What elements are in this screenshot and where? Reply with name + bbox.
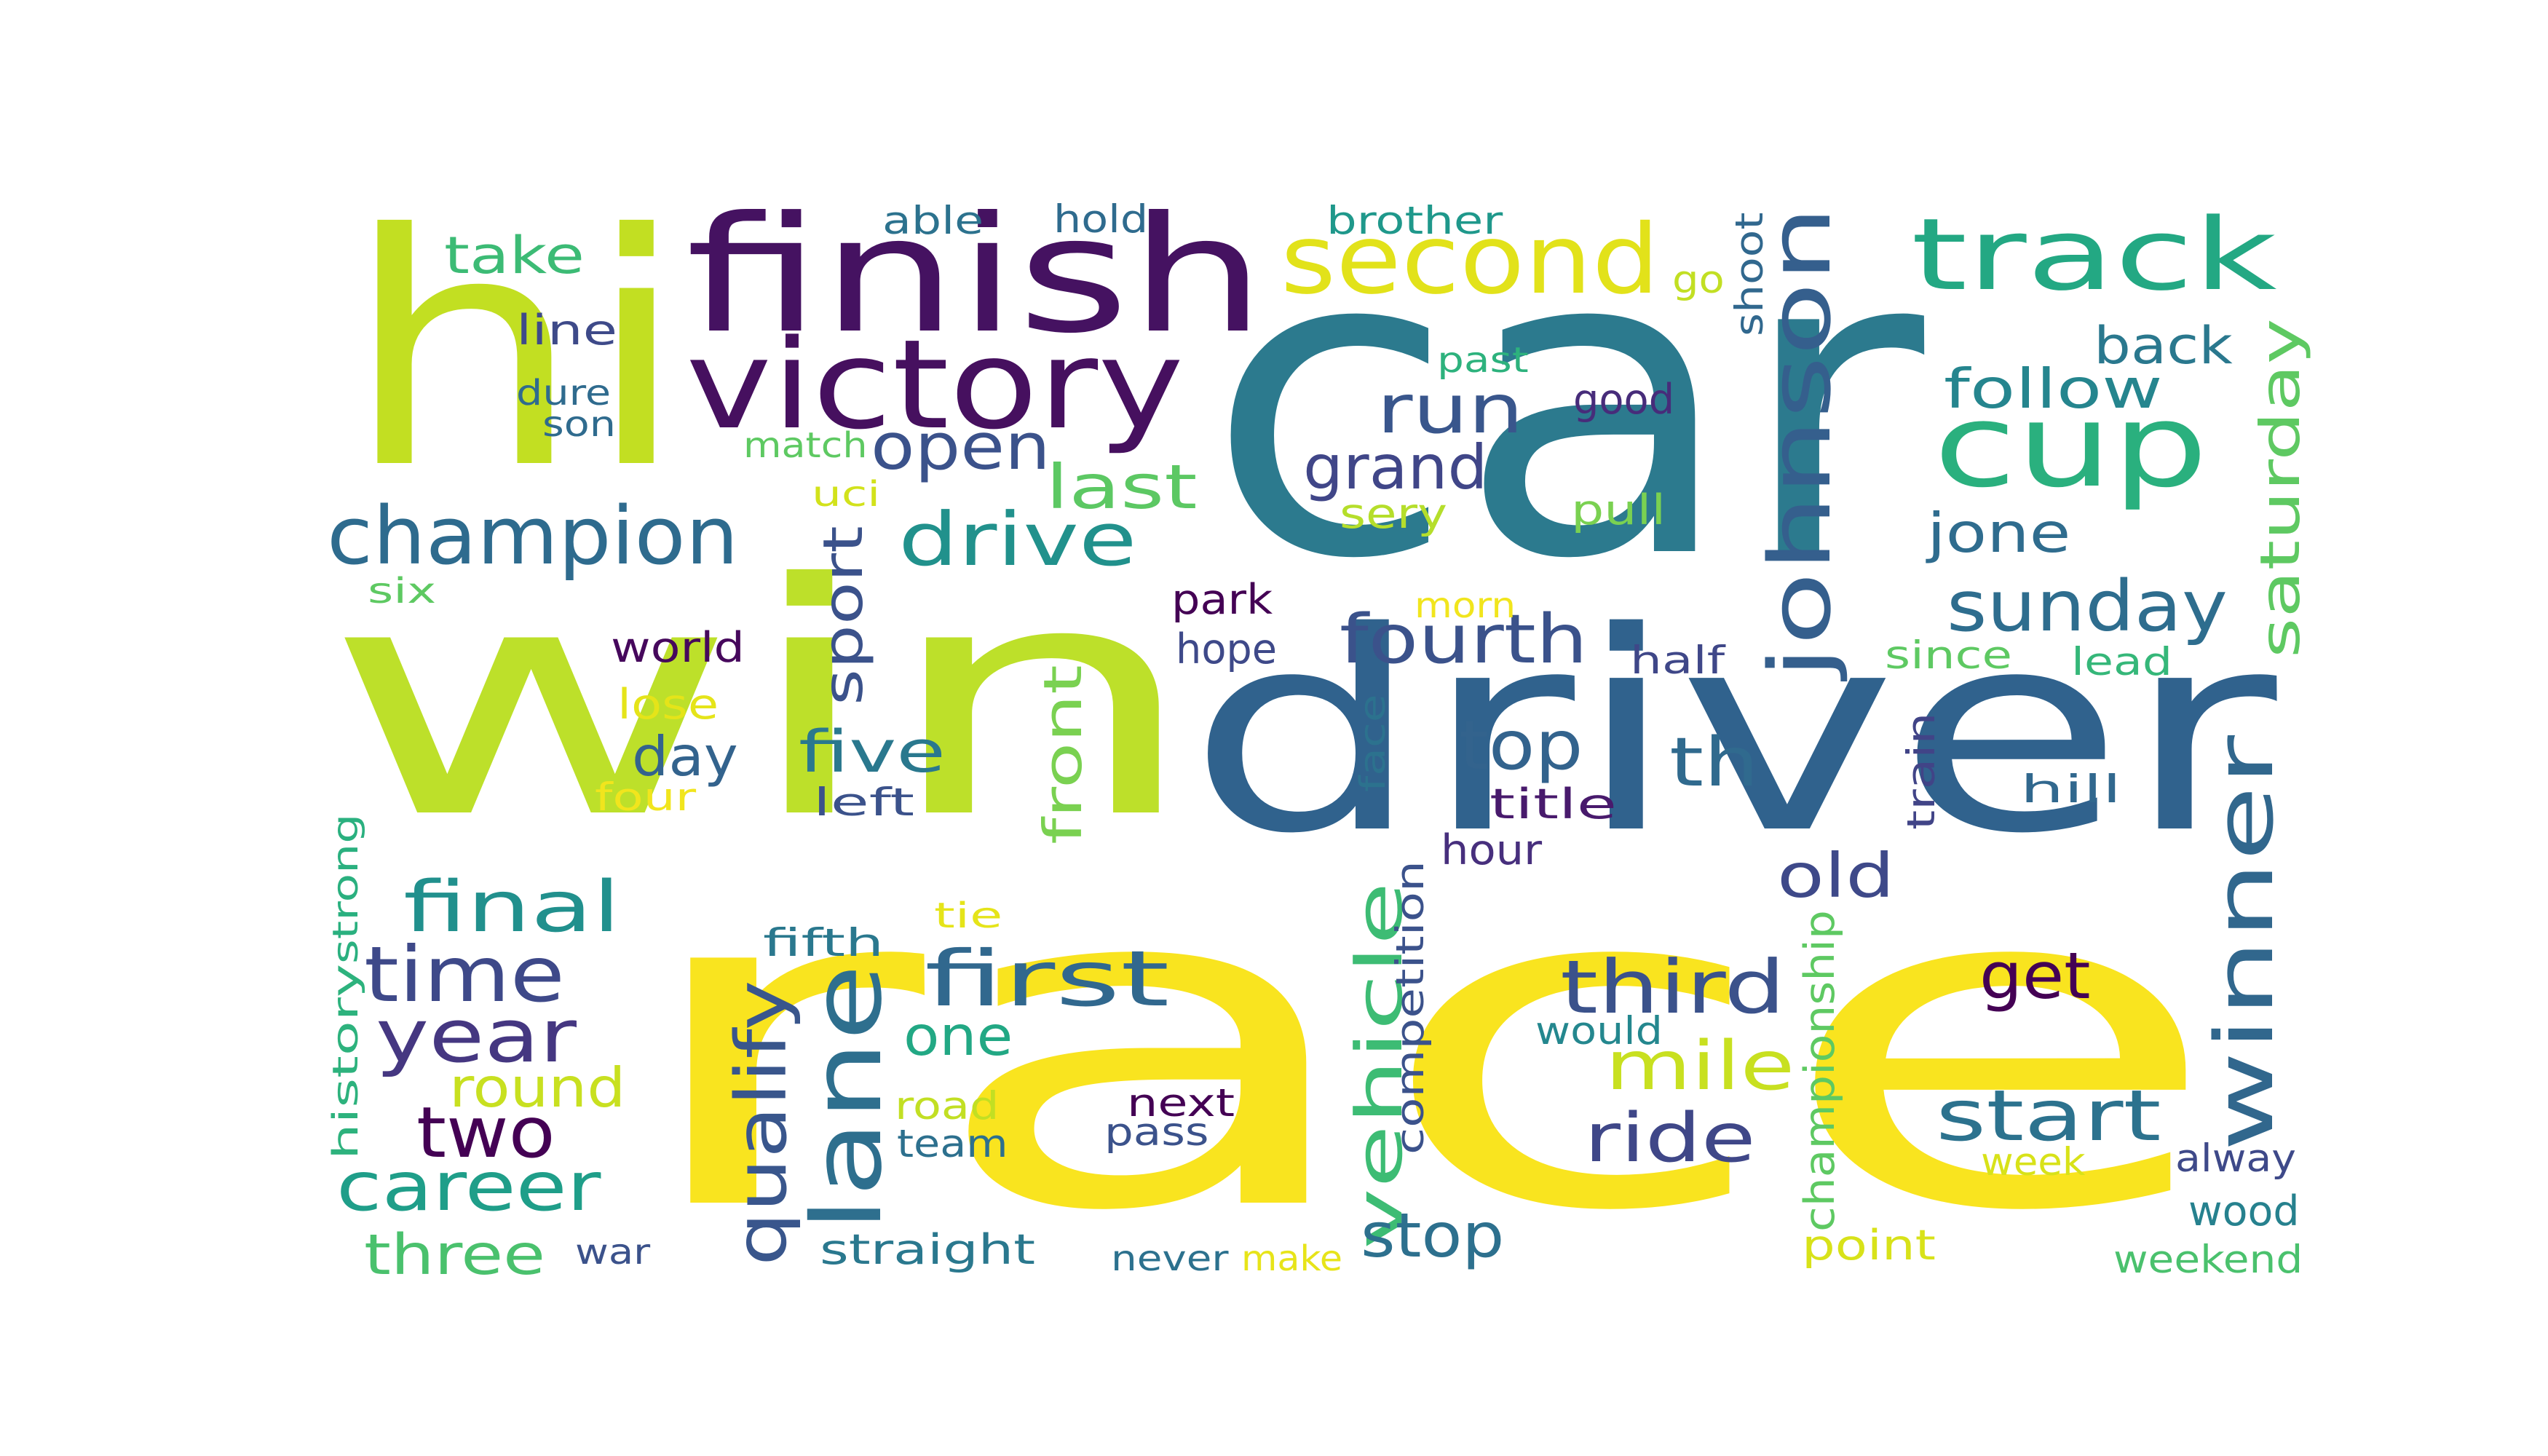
word-road: road — [895, 1084, 1000, 1129]
word-never: never — [1110, 1238, 1229, 1280]
word-win: win — [323, 515, 1203, 888]
word-cup: cup — [1934, 379, 2209, 513]
word-three: three — [364, 1223, 546, 1289]
word-train: train — [1899, 712, 1944, 830]
word-driver: driver — [1187, 573, 2277, 894]
word-competition: competition — [1388, 860, 1433, 1155]
word-second: second — [1280, 204, 1660, 316]
word-hope: hope — [1176, 625, 1278, 673]
word-left: left — [813, 780, 915, 825]
word-straight: straight — [820, 1226, 1036, 1275]
word-alway: alway — [2175, 1136, 2297, 1182]
word-since: since — [1885, 633, 2013, 678]
word-lead: lead — [2070, 639, 2172, 684]
word-take: take — [444, 226, 585, 286]
word-sery: sery — [1339, 489, 1447, 538]
word-sunday: sunday — [1947, 565, 2228, 648]
word-year: year — [376, 993, 577, 1080]
word-would: would — [1535, 1009, 1663, 1054]
word-hi: hi — [343, 165, 689, 539]
word-able: able — [882, 199, 984, 244]
word-ride: ride — [1584, 1098, 1756, 1177]
word-five: five — [799, 718, 946, 786]
word-hour: hour — [1440, 826, 1542, 874]
word-weekend: weekend — [2113, 1238, 2303, 1283]
word-wood: wood — [2188, 1187, 2300, 1235]
word-tie: tie — [934, 895, 1003, 936]
word-one: one — [903, 1004, 1013, 1068]
word-son: son — [542, 403, 616, 445]
word-good: good — [1572, 375, 1674, 424]
word-grand: grand — [1303, 432, 1488, 504]
word-hold: hold — [1053, 197, 1149, 242]
word-six: six — [367, 570, 437, 612]
word-final: final — [403, 866, 621, 949]
word-front: front — [1032, 665, 1094, 844]
word-get: get — [1979, 938, 2091, 1013]
word-track: track — [1911, 197, 2277, 313]
word-jone: jone — [1927, 501, 2071, 565]
word-morn: morn — [1414, 585, 1516, 626]
word-round: round — [448, 1056, 626, 1120]
word-drive: drive — [898, 496, 1137, 583]
word-third: third — [1559, 943, 1786, 1030]
word-victory: victory — [686, 313, 1184, 457]
word-strong: strong — [325, 813, 366, 964]
word-title: title — [1489, 780, 1618, 828]
word-saturday: saturday — [2249, 318, 2313, 659]
word-day: day — [632, 724, 739, 788]
word-stop: stop — [1360, 1199, 1505, 1271]
word-history: history — [325, 963, 366, 1160]
word-dure: dure — [515, 373, 612, 414]
word-make: make — [1241, 1238, 1343, 1280]
word-shoot: shoot — [1728, 212, 1773, 337]
word-lose: lose — [617, 681, 719, 729]
word-last: last — [1045, 451, 1198, 523]
word-run: run — [1377, 370, 1524, 449]
word-pull: pull — [1571, 486, 1666, 535]
word-car: car — [1205, 157, 1924, 652]
word-qualify: qualify — [720, 980, 803, 1266]
word-sport: sport — [811, 526, 875, 706]
word-team: team — [896, 1121, 1008, 1166]
word-first: first — [924, 934, 1170, 1024]
word-champion: champion — [326, 489, 739, 583]
word-world: world — [611, 623, 745, 672]
word-winner: winner — [2197, 735, 2291, 1152]
word-top: top — [1458, 706, 1583, 786]
word-race: race — [624, 788, 2225, 1310]
word-four: four — [594, 775, 696, 820]
word-championship: championship — [1796, 909, 1845, 1232]
word-fifth: fifth — [762, 920, 884, 965]
word-two: two — [416, 1091, 555, 1174]
word-go: go — [1672, 257, 1725, 302]
word-fourth: fourth — [1339, 600, 1588, 679]
word-line: line — [515, 306, 618, 355]
word-hill: hill — [2020, 767, 2122, 812]
word-mile: mile — [1605, 1026, 1795, 1105]
word-past: past — [1437, 340, 1529, 381]
word-pass: pass — [1104, 1110, 1209, 1155]
word-park: park — [1171, 576, 1273, 625]
word-follow: follow — [1943, 357, 2163, 422]
word-finish: finish — [686, 182, 1266, 369]
word-th: th — [1669, 722, 1760, 802]
word-next: next — [1127, 1080, 1235, 1125]
word-old: old — [1777, 840, 1895, 912]
word-brother: brother — [1326, 199, 1503, 244]
word-point: point — [1801, 1221, 1936, 1270]
word-week: week — [1981, 1139, 2086, 1184]
word-open: open — [870, 408, 1051, 484]
word-time: time — [364, 929, 566, 1019]
word-match: match — [743, 424, 868, 466]
word-start: start — [1935, 1075, 2161, 1158]
word-career: career — [336, 1147, 601, 1226]
word-war: war — [574, 1232, 650, 1273]
word-lane: lane — [792, 963, 904, 1232]
word-back: back — [2094, 315, 2233, 376]
word-half: half — [1630, 638, 1725, 683]
word-face: face — [1353, 694, 1394, 793]
word-uci: uci — [812, 474, 881, 515]
